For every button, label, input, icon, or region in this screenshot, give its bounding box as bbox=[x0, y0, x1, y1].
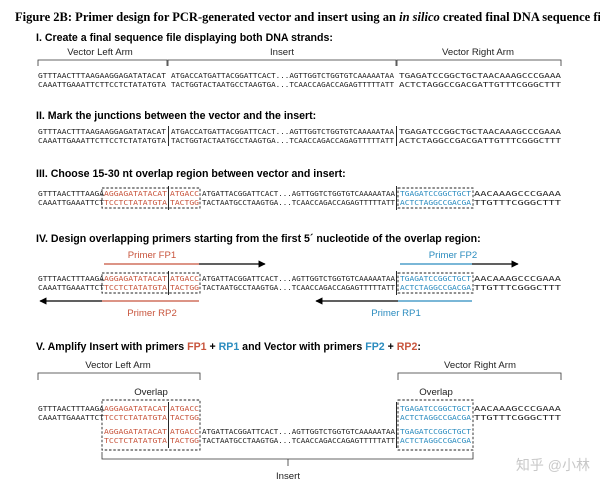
seq-insert-right-overlap-bottom: ACTCTAGGCCGACGA bbox=[400, 437, 472, 445]
seq-right-top: TGAGATCCGGCTGCTAACAAAGCCCGAAA bbox=[399, 72, 562, 80]
seq-right-overlap-top: TGAGATCCGGCTGCT bbox=[400, 275, 471, 283]
seq-insert-overlap-top: ATGACC bbox=[170, 190, 199, 198]
seq-insert-bottom: TACTGGTACTAATGCCTAAGTGA...TCAACCAGACCAGA… bbox=[171, 81, 394, 89]
seq-insert-overlap-bottom: TACTGG bbox=[170, 284, 199, 292]
bracket-insert-bottom bbox=[101, 452, 474, 460]
step-5-plus-2: + bbox=[385, 341, 397, 353]
seq-insert-body-top: ATGATTACGGATTCACT...AGTTGGTCTGGTGTCAAAAA… bbox=[202, 428, 396, 436]
seq-right-overlap-bottom: ACTCTAGGCCGACGA bbox=[400, 199, 472, 207]
label-primer-rp1: Primer RP1 bbox=[371, 308, 421, 319]
seq-left-top: GTTTAACTTTAAGAAGGAGATATACAT bbox=[38, 128, 166, 136]
seq-insert-rest-top: ATGATTACGGATTCACT...AGTTGGTCTGGTGTCAAAAA… bbox=[202, 275, 396, 283]
step-3-heading: III. Choose 15-30 nt overlap region betw… bbox=[36, 168, 346, 180]
seq-insert-top: ATGACCATGATTACGGATTCACT...AGTTGGTCTGGTGT… bbox=[171, 72, 395, 80]
seq-insert-overlap-bottom: TACTGG bbox=[170, 199, 199, 207]
step-1-heading: I. Create a final sequence file displayi… bbox=[36, 32, 333, 44]
overlap-box-right bbox=[397, 399, 474, 451]
seq-right-bottom: ACTCTAGGCCGACGATTGTTTCGGGCTTT bbox=[399, 137, 561, 145]
label-insert: Insert bbox=[270, 47, 294, 58]
seq-insert-left-overlap-top: AGGAGATATACAT bbox=[104, 428, 167, 436]
label-vector-left-arm: Vector Left Arm bbox=[67, 47, 133, 58]
label-vector-right-arm: Vector Right Arm bbox=[442, 47, 514, 58]
step-5-heading: V. Amplify Insert with primers FP1 + RP1… bbox=[36, 341, 421, 353]
label-overlap-right: Overlap bbox=[419, 387, 453, 398]
step-5-rp2: RP2 bbox=[397, 341, 418, 353]
seq-insert-start-top: ATGACC bbox=[170, 428, 199, 436]
step-5-text-a: V. Amplify Insert with primers bbox=[36, 341, 187, 353]
seq-right-plain-top: AACAAAGCCCGAAA bbox=[474, 275, 562, 283]
seq-insert-rest-top: ATGATTACGGATTCACT...AGTTGGTCTGGTGTCAAAAA… bbox=[202, 190, 396, 198]
seq-insert-overlap-top: ATGACC bbox=[170, 405, 199, 413]
step-4-heading: IV. Design overlapping primers starting … bbox=[36, 233, 481, 245]
step-5-fp1: FP1 bbox=[187, 341, 207, 353]
title-italic: in silico bbox=[399, 10, 440, 24]
seq-left-bottom: CAAATTGAAATTCTTCCTCTATATGTA bbox=[38, 81, 167, 89]
seq-insert-start-bottom: TACTGG bbox=[170, 437, 199, 445]
seq-left-overlap-bottom: TCCTCTATATGTA bbox=[104, 414, 168, 422]
seq-left-plain-top: GTTTAACTTTAAGA bbox=[38, 190, 105, 198]
label-insert-bottom: Insert bbox=[276, 471, 300, 482]
label-primer-rp2: Primer RP2 bbox=[127, 308, 177, 319]
seq-insert-right-overlap-top: TGAGATCCGGCTGCT bbox=[400, 428, 471, 436]
seq-right-overlap-bottom: ACTCTAGGCCGACGA bbox=[400, 414, 472, 422]
label-overlap-left: Overlap bbox=[134, 387, 168, 398]
seq-insert-overlap-top: ATGACC bbox=[170, 275, 199, 283]
bracket-vector-right-arm bbox=[397, 372, 562, 380]
label-primer-fp1: Primer FP1 bbox=[128, 250, 177, 261]
seq-left-overlap-bottom: TCCTCTATATGTA bbox=[104, 199, 168, 207]
seq-left-bottom: CAAATTGAAATTCTTCCTCTATATGTA bbox=[38, 137, 167, 145]
seq-right-plain-top: AACAAAGCCCGAAA bbox=[474, 190, 562, 198]
seq-left-overlap-top: AGGAGATATACAT bbox=[104, 405, 167, 413]
label-vector-left-arm: Vector Left Arm bbox=[85, 360, 151, 371]
seq-left-plain-bottom: CAAATTGAAATTCT bbox=[38, 414, 104, 422]
seq-left-overlap-top: AGGAGATATACAT bbox=[104, 190, 167, 198]
step-5-text-b: and Vector with primers bbox=[239, 341, 365, 353]
step-5-plus-1: + bbox=[207, 341, 219, 353]
seq-insert-rest-bottom: TACTAATGCCTAAGTGA...TCAACCAGACCAGAGTTTTT… bbox=[202, 199, 395, 207]
seq-left-top: GTTTAACTTTAAGAAGGAGATATACAT bbox=[38, 72, 166, 80]
seq-right-plain-bottom: TTGTTTCGGGCTTT bbox=[474, 199, 561, 207]
overlap-box-left bbox=[101, 187, 201, 209]
seq-insert-body-bottom: TACTAATGCCTAAGTGA...TCAACCAGACCAGAGTTTTT… bbox=[202, 437, 395, 445]
step-5-fp2: FP2 bbox=[365, 341, 385, 353]
overlap-box-left bbox=[101, 399, 201, 451]
seq-right-plain-bottom: TTGTTTCGGGCTTT bbox=[474, 414, 561, 422]
seq-left-plain-top: GTTTAACTTTAAGA bbox=[38, 405, 105, 413]
seq-right-overlap-top: TGAGATCCGGCTGCT bbox=[400, 405, 471, 413]
seq-left-overlap-bottom: TCCTCTATATGTA bbox=[104, 284, 168, 292]
bracket-vector-left-arm bbox=[37, 59, 168, 66]
seq-insert-rest-bottom: TACTAATGCCTAAGTGA...TCAACCAGACCAGAGTTTTT… bbox=[202, 284, 395, 292]
label-primer-fp2: Primer FP2 bbox=[429, 250, 478, 261]
seq-right-overlap-top: TGAGATCCGGCTGCT bbox=[400, 190, 471, 198]
figure-title: Figure 2B: Primer design for PCR-generat… bbox=[15, 10, 600, 24]
seq-left-plain-bottom: CAAATTGAAATTCT bbox=[38, 284, 104, 292]
seq-insert-left-overlap-bottom: TCCTCTATATGTA bbox=[104, 437, 168, 445]
seq-insert-overlap-bottom: TACTGG bbox=[170, 414, 199, 422]
label-vector-right-arm: Vector Right Arm bbox=[444, 360, 516, 371]
seq-right-plain-top: AACAAAGCCCGAAA bbox=[474, 405, 562, 413]
watermark: 知乎 @小林 bbox=[516, 457, 590, 473]
seq-right-top: TGAGATCCGGCTGCTAACAAAGCCCGAAA bbox=[399, 128, 562, 136]
step-2-heading: II. Mark the junctions between the vecto… bbox=[36, 110, 316, 122]
bracket-vector-left-arm bbox=[37, 372, 201, 380]
seq-left-plain-top: GTTTAACTTTAAGA bbox=[38, 275, 105, 283]
seq-insert-top: ATGACCATGATTACGGATTCACT...AGTTGGTCTGGTGT… bbox=[171, 128, 395, 136]
seq-left-plain-bottom: CAAATTGAAATTCT bbox=[38, 199, 104, 207]
seq-left-overlap-top: AGGAGATATACAT bbox=[104, 275, 167, 283]
seq-right-overlap-bottom: ACTCTAGGCCGACGA bbox=[400, 284, 472, 292]
step-5-rp1: RP1 bbox=[219, 341, 240, 353]
title-suffix: created final DNA sequence file. bbox=[440, 10, 600, 24]
step-5-text-c: : bbox=[417, 341, 421, 353]
seq-right-bottom: ACTCTAGGCCGACGATTGTTTCGGGCTTT bbox=[399, 81, 561, 89]
bracket-vector-right-arm bbox=[396, 59, 562, 66]
bracket-insert bbox=[167, 59, 397, 66]
overlap-box-left bbox=[101, 272, 201, 294]
seq-insert-bottom: TACTGGTACTAATGCCTAAGTGA...TCAACCAGACCAGA… bbox=[171, 137, 394, 145]
seq-right-plain-bottom: TTGTTTCGGGCTTT bbox=[474, 284, 561, 292]
title-prefix: Figure 2B: Primer design for PCR-generat… bbox=[15, 10, 399, 24]
